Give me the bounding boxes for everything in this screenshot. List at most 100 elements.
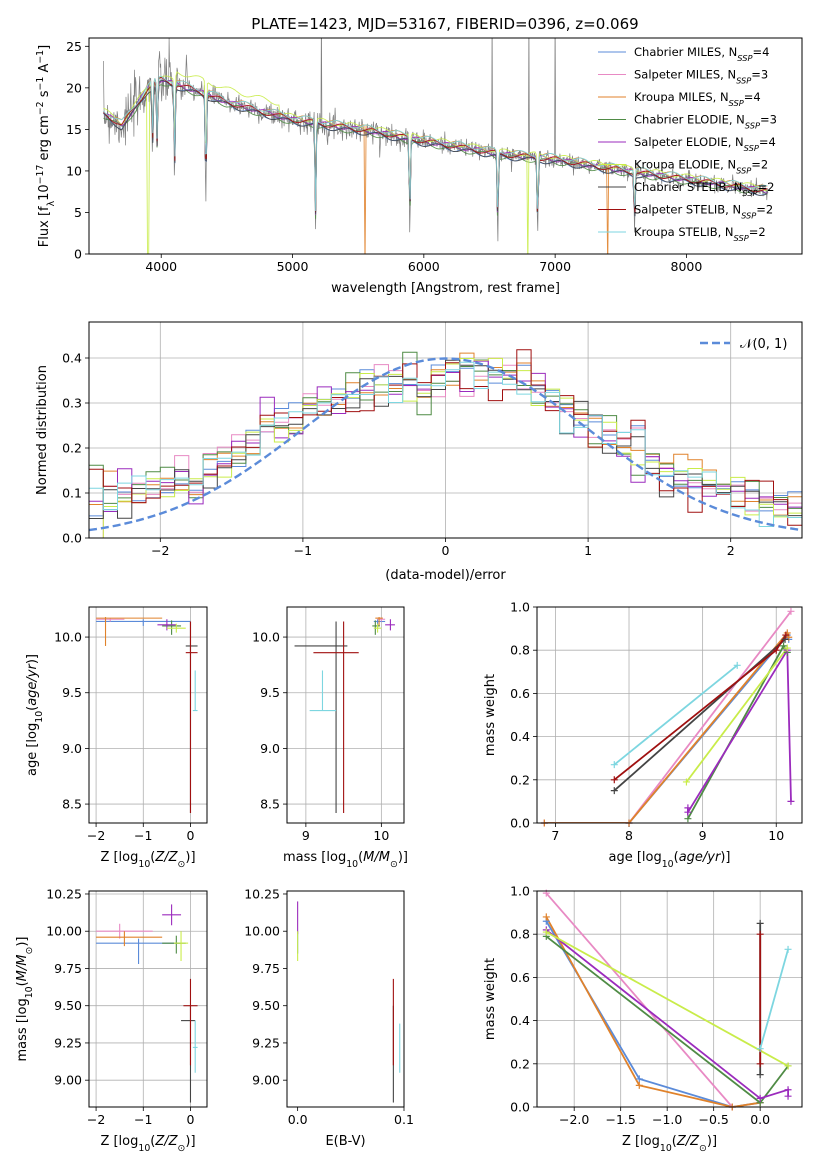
residuals-frame bbox=[88, 321, 803, 539]
weight_vs_age-frame bbox=[536, 606, 803, 824]
tick-label-y: 15 bbox=[66, 122, 82, 137]
tick-label-x: −0.5 bbox=[698, 1112, 728, 1127]
tick-label-x: 0.1 bbox=[394, 1112, 414, 1127]
weight-marker-chabrier_miles bbox=[635, 1075, 643, 1083]
spectrum-axes: 4000 5000 6000 7000 8000 0 5 10 15 20 25 bbox=[66, 39, 702, 274]
weight-marker-salpeter_stelib bbox=[772, 646, 780, 654]
weight-marker-salpeter_stelib bbox=[756, 1060, 764, 1068]
weight-marker-kroupa_elodie bbox=[784, 1062, 792, 1070]
weight-marker-kroupa_elodie bbox=[682, 778, 690, 786]
tick-label-y: 9.75 bbox=[54, 961, 82, 976]
tick-label-x: 9 bbox=[699, 828, 707, 843]
legend-label-chabrier_miles: Chabrier MILES, NSSP=4 bbox=[634, 45, 769, 63]
weight_vs_age-axes: 7 8 9 10 0.0 0.2 0.4 0.6 0.8 1.0 bbox=[510, 600, 802, 843]
model-spectrum-chabrier_elodie bbox=[103, 84, 768, 219]
weight-line-chabrier_stelib bbox=[613, 638, 786, 792]
tick-label-y: 9.00 bbox=[54, 1073, 82, 1088]
tick-label-y: 9.0 bbox=[62, 741, 82, 756]
y-axis-label: Flux [fλ10−17 erg cm−2 s−1 A−1] bbox=[35, 45, 57, 247]
tick-label-x: 9 bbox=[302, 828, 310, 843]
legend-label-salpeter_elodie: Salpeter ELODIE, NSSP=4 bbox=[634, 135, 776, 153]
x-axis-label: Z [log10(Z/Z⊙)] bbox=[100, 1134, 195, 1154]
tick-label-y: 10.0 bbox=[54, 630, 82, 645]
tick-label-y: 0 bbox=[74, 247, 82, 262]
tick-label-y: 0.1 bbox=[62, 486, 82, 501]
model-spectrum-kroupa_miles bbox=[103, 76, 768, 254]
tick-label-x: 4000 bbox=[145, 259, 177, 274]
weight_vs_age-plot-area bbox=[544, 610, 792, 823]
spectrum-legend: Chabrier MILES, NSSP=4 Salpeter MILES, NS… bbox=[598, 45, 777, 243]
tick-label-y: 8.5 bbox=[62, 797, 82, 812]
x-axis-label: age [log10(age/yr)] bbox=[608, 850, 730, 870]
mass_vs_Z-plot-area bbox=[96, 904, 198, 1103]
x-axis-label: Z [log10(Z/Z⊙)] bbox=[622, 1134, 717, 1154]
x-axis-label: E(B-V) bbox=[325, 1134, 365, 1149]
tick-label-x: 0.0 bbox=[750, 1112, 770, 1127]
tick-label-y: 9.50 bbox=[54, 998, 82, 1013]
tick-label-y: 1.0 bbox=[510, 600, 530, 615]
y-axis-label: age [log10(age/yr)] bbox=[25, 654, 45, 776]
x-axis-label: Z [log10(Z/Z⊙)] bbox=[100, 850, 195, 870]
weight-line-salpeter_miles bbox=[544, 610, 792, 823]
tick-label-x: −2 bbox=[87, 828, 105, 843]
age_vs_mass-frame bbox=[286, 606, 405, 824]
age_vs_mass-axes: 9 10 8.5 9.0 9.5 10.0 bbox=[252, 607, 404, 843]
x-axis-label: wavelength [Angstrom, rest frame] bbox=[331, 281, 560, 296]
x-axis-label: mass [log10(M/M⊙)] bbox=[283, 850, 408, 870]
weight-line-kroupa_stelib bbox=[759, 949, 789, 1049]
tick-label-x: −1 bbox=[134, 1112, 152, 1127]
weight-line-salpeter_stelib bbox=[613, 634, 787, 781]
tick-label-y: 0.0 bbox=[510, 816, 530, 831]
weight_vs_Z-frame bbox=[536, 890, 803, 1108]
histogram-kroupa_stelib bbox=[89, 361, 802, 527]
model-spectrum-chabrier_stelib bbox=[103, 79, 768, 217]
tick-label-x: −1.5 bbox=[606, 1112, 636, 1127]
tick-label-x: 6000 bbox=[408, 259, 440, 274]
weight-marker-kroupa_elodie bbox=[783, 644, 791, 652]
tick-label-x: 8 bbox=[625, 828, 633, 843]
tick-label-y: 0.8 bbox=[510, 643, 530, 658]
weight-marker-salpeter_elodie bbox=[784, 1086, 792, 1094]
weight-marker-kroupa_stelib bbox=[756, 1045, 764, 1053]
weight-line-kroupa_elodie bbox=[545, 931, 789, 1067]
tick-label-x: 10 bbox=[373, 828, 389, 843]
tick-label-x: −1 bbox=[294, 543, 312, 558]
weight-marker-salpeter_stelib bbox=[756, 930, 764, 938]
model-spectrum-salpeter_stelib bbox=[103, 76, 768, 214]
tick-label-y: 10.25 bbox=[46, 886, 82, 901]
weight-marker-kroupa_miles bbox=[542, 913, 550, 921]
tick-label-x: 0.0 bbox=[288, 1112, 308, 1127]
legend-label-kroupa_miles: Kroupa MILES, NSSP=4 bbox=[634, 90, 761, 108]
figure-title: PLATE=1423, MJD=53167, FIBERID=0396, z=0… bbox=[251, 15, 638, 33]
weight-line-kroupa_elodie bbox=[685, 647, 789, 783]
tick-label-y: 10.00 bbox=[46, 924, 82, 939]
tick-label-x: −1 bbox=[134, 828, 152, 843]
tick-label-y: 10.25 bbox=[244, 886, 280, 901]
tick-label-y: 0.4 bbox=[62, 351, 82, 366]
tick-label-x: −2.0 bbox=[559, 1112, 589, 1127]
tick-label-x: −2 bbox=[87, 1112, 105, 1127]
tick-label-y: 9.25 bbox=[54, 1035, 82, 1050]
weight-marker-chabrier_elodie bbox=[780, 642, 788, 650]
legend-label-chabrier_stelib: Chabrier STELIB, NSSP=2 bbox=[634, 180, 774, 198]
tick-label-y: 1.0 bbox=[510, 884, 530, 899]
histogram-salpeter_stelib bbox=[89, 349, 802, 526]
age_vs_Z-plot-area bbox=[96, 617, 198, 813]
tick-label-y: 0.3 bbox=[62, 396, 82, 411]
mass_vs_ebv-frame bbox=[286, 890, 405, 1108]
tick-label-y: 20 bbox=[66, 80, 82, 95]
legend-label-salpeter_stelib: Salpeter STELIB, NSSP=2 bbox=[634, 203, 773, 221]
weight-marker-kroupa_elodie bbox=[542, 928, 550, 936]
tick-label-y: 0.6 bbox=[510, 970, 530, 985]
normal-distribution-curve bbox=[89, 357, 802, 532]
weight-marker-salpeter_miles bbox=[787, 607, 795, 615]
weight-marker-chabrier_stelib bbox=[610, 787, 618, 795]
tick-label-y: 10.00 bbox=[244, 924, 280, 939]
legend-label-kroupa_elodie: Kroupa ELODIE, NSSP=2 bbox=[634, 158, 768, 176]
weight-marker-chabrier_elodie bbox=[684, 815, 692, 823]
weight-line-kroupa_miles bbox=[545, 916, 761, 1107]
tick-label-y: 0.0 bbox=[62, 531, 82, 546]
observed-spectrum-line bbox=[103, 38, 769, 242]
y-axis-label: Normed distribution bbox=[35, 365, 50, 495]
x-axis-label: (data-model)/error bbox=[385, 568, 506, 583]
